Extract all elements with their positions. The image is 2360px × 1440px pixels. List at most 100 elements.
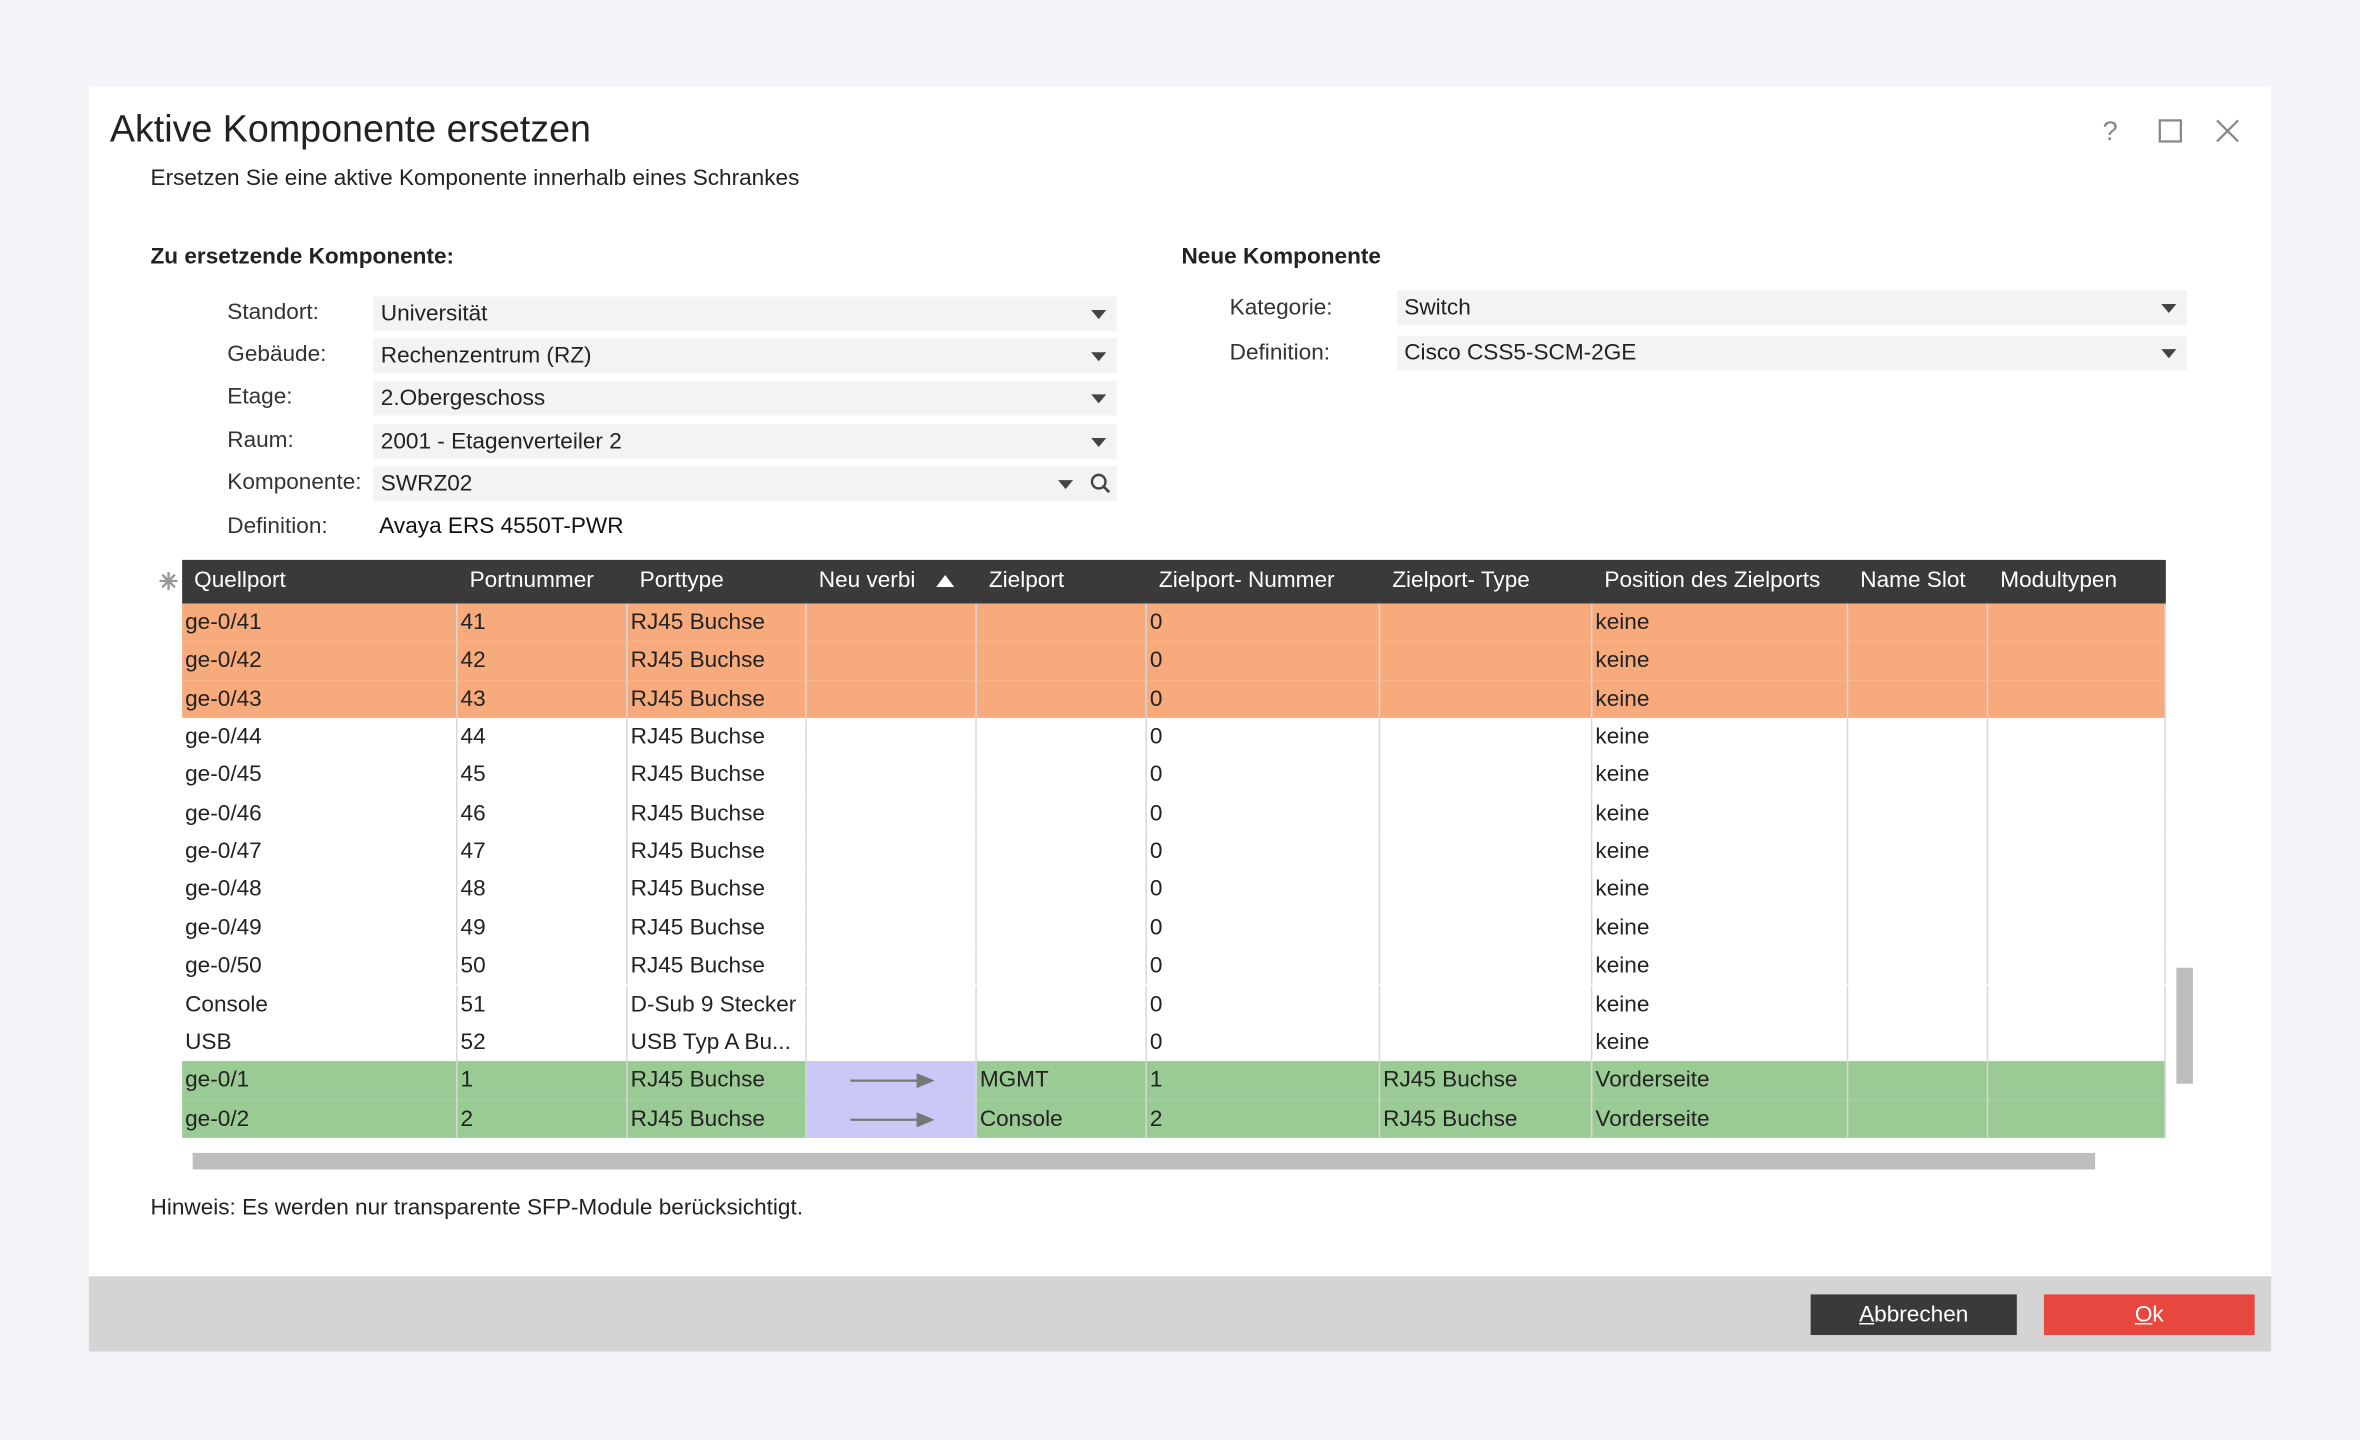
table-cell — [1380, 947, 1592, 985]
dropdown-arrow — [1090, 351, 1108, 363]
table-cell: Vorderseite — [1592, 1061, 1848, 1099]
cancel-label[interactable]: Abbrechen — [1859, 1294, 1968, 1335]
table-cell: ge-0/2 — [182, 1100, 457, 1138]
dropdown-arrow — [1090, 393, 1108, 405]
section-heading: Neue Komponente — [1182, 244, 1381, 270]
table-cell: keine — [1592, 871, 1848, 909]
table-cell — [977, 871, 1147, 909]
v-scrollbar[interactable] — [2176, 968, 2193, 1084]
h-scrollbar[interactable] — [193, 1153, 2095, 1170]
table-cell: RJ45 Buchse — [628, 642, 807, 680]
column-header[interactable]: Zielport — [977, 560, 1147, 602]
table-cell — [807, 756, 977, 794]
column-header[interactable]: Name Slot — [1848, 560, 1988, 602]
field-value[interactable]: Switch — [1397, 290, 2187, 325]
field-label: Etage: — [227, 384, 292, 410]
table-cell — [807, 947, 977, 985]
cancel-button[interactable]: Abbrechen — [1811, 1294, 2017, 1335]
table-cell: MGMT — [977, 1061, 1147, 1099]
column-header[interactable]: Porttype — [628, 560, 807, 602]
table-cell — [977, 832, 1147, 870]
field-value[interactable]: SWRZ02 — [373, 467, 1117, 502]
dropdown-arrow — [1057, 479, 1075, 491]
column-header[interactable]: Zielport- Type — [1380, 560, 1592, 602]
table-cell: ge-0/44 — [182, 718, 457, 756]
table-cell — [1848, 1061, 1988, 1099]
subtitle: Ersetzen Sie eine aktive Komponente inne… — [151, 166, 800, 192]
table-cell — [1848, 756, 1988, 794]
table-cell — [977, 794, 1147, 832]
table-cell — [807, 680, 977, 718]
connection-arrow — [850, 1070, 937, 1091]
table-cell — [1848, 871, 1988, 909]
table-cell: RJ45 Buchse — [628, 680, 807, 718]
table-cell: 48 — [458, 871, 628, 909]
field-value[interactable]: Rechenzentrum (RZ) — [373, 339, 1117, 374]
window-controls[interactable]: ? — [2092, 113, 2250, 151]
table-cell — [807, 832, 977, 870]
table-cell — [1848, 642, 1988, 680]
table-cell — [1380, 642, 1592, 680]
table-cell — [1380, 909, 1592, 947]
field-value[interactable]: Cisco CSS5-SCM-2GE — [1397, 336, 2187, 371]
close-icon[interactable] — [2217, 120, 2238, 141]
field-label: Kategorie: — [1230, 295, 1333, 321]
table-cell — [1380, 794, 1592, 832]
table-cell — [1988, 947, 2166, 985]
table-cell: ge-0/1 — [182, 1061, 457, 1099]
table-cell — [1988, 680, 2166, 718]
field-value[interactable]: Universität — [373, 297, 1117, 332]
table-cell: ge-0/49 — [182, 909, 457, 947]
table-cell — [1988, 718, 2166, 756]
ok-button[interactable]: Ok — [2044, 1294, 2255, 1335]
table-cell: 1 — [1147, 1061, 1380, 1099]
table-cell: USB Typ A Bu... — [628, 1023, 807, 1061]
table-cell — [977, 1023, 1147, 1061]
table-cell — [977, 604, 1147, 642]
table-cell — [807, 985, 977, 1023]
row-marker — [160, 572, 178, 590]
field-value[interactable]: 2.Obergeschoss — [373, 381, 1117, 416]
table-cell: 0 — [1147, 680, 1380, 718]
table-cell: Console — [182, 985, 457, 1023]
field-label: Raum: — [227, 427, 294, 453]
field-label: Gebäude: — [227, 342, 326, 368]
table-cell: 0 — [1147, 604, 1380, 642]
table-cell: Vorderseite — [1592, 1100, 1848, 1138]
field-value[interactable]: 2001 - Etagenverteiler 2 — [373, 424, 1117, 459]
table-cell: keine — [1592, 794, 1848, 832]
table-cell: RJ45 Buchse — [1380, 1100, 1592, 1138]
table-cell: 0 — [1147, 756, 1380, 794]
table-cell — [1988, 871, 2166, 909]
maximize-icon[interactable] — [2160, 120, 2181, 141]
help-icon[interactable]: ? — [2103, 115, 2118, 146]
table-cell: 1 — [458, 1061, 628, 1099]
table-cell: RJ45 Buchse — [628, 909, 807, 947]
table-cell: 41 — [458, 604, 628, 642]
table-cell: 0 — [1147, 642, 1380, 680]
table-cell: 0 — [1147, 947, 1380, 985]
dropdown-arrow — [1090, 309, 1108, 321]
table-cell: RJ45 Buchse — [628, 1061, 807, 1099]
table-cell — [807, 642, 977, 680]
table-cell — [1380, 680, 1592, 718]
table-cell — [1988, 1100, 2166, 1138]
table-cell — [807, 909, 977, 947]
table-cell: keine — [1592, 985, 1848, 1023]
table-cell: keine — [1592, 756, 1848, 794]
column-header[interactable]: Modultypen — [1988, 560, 2166, 602]
field-label: Standort: — [227, 300, 319, 326]
table-cell: RJ45 Buchse — [628, 604, 807, 642]
table-cell: 51 — [458, 985, 628, 1023]
column-header[interactable]: Portnummer — [458, 560, 628, 602]
table-cell: 42 — [458, 642, 628, 680]
table-cell — [1848, 680, 1988, 718]
column-header[interactable]: Position des Zielports — [1592, 560, 1848, 602]
table-cell: 47 — [458, 832, 628, 870]
ok-label[interactable]: Ok — [2135, 1294, 2164, 1335]
column-header[interactable]: Quellport — [182, 560, 457, 602]
field-label: Definition: — [227, 513, 327, 539]
column-header[interactable]: Zielport- Nummer — [1147, 560, 1380, 602]
table-cell — [1988, 985, 2166, 1023]
